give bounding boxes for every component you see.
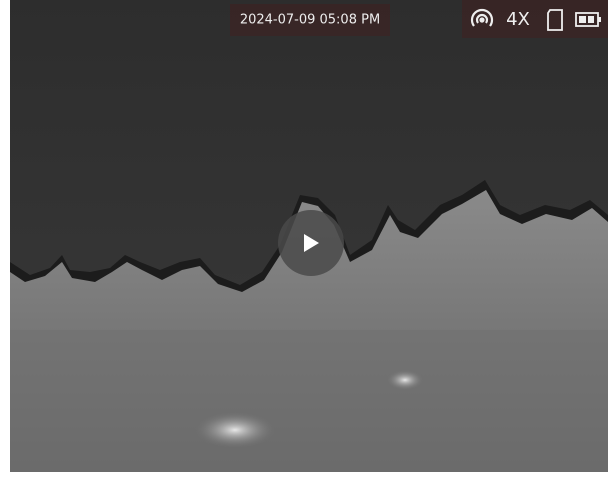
foreground <box>10 330 608 472</box>
zoom-level: 4X <box>506 9 530 30</box>
play-button[interactable] <box>278 210 344 276</box>
battery-icon <box>575 12 601 27</box>
hot-spot <box>195 412 275 448</box>
timestamp-bg <box>230 4 390 36</box>
hot-spot <box>387 370 423 390</box>
sd-card-icon <box>547 9 563 31</box>
timestamp: 2024-07-09 05:08 PM <box>240 13 380 28</box>
hotspot-icon <box>470 8 494 27</box>
